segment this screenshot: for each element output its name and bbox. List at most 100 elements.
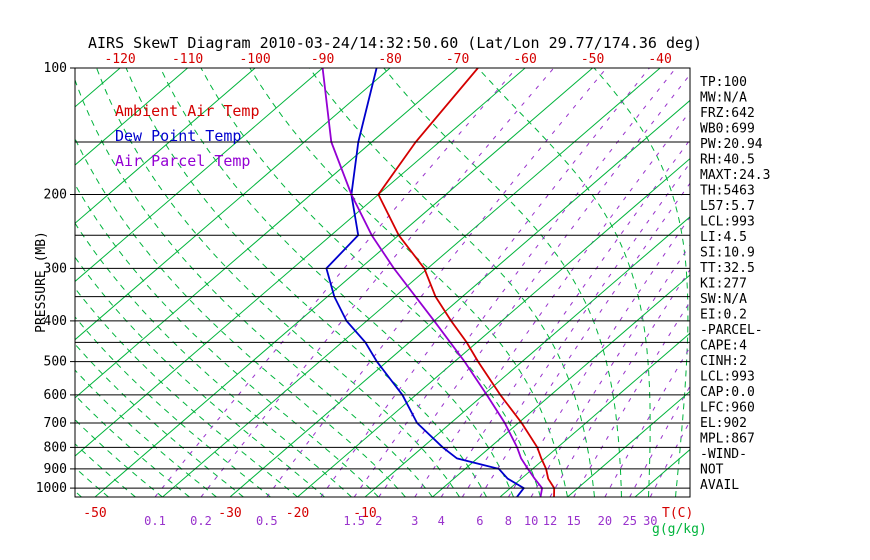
moist-adiabat-line (159, 68, 514, 497)
mixing-ratio-tick-label: 0.2 (190, 514, 212, 528)
stats-line: MPL:867 (700, 432, 755, 447)
stats-line: CINH:2 (700, 354, 747, 369)
stats-line: LFC:960 (700, 401, 755, 416)
mixing-ratio-tick-label: 20 (598, 514, 612, 528)
moist-adiabat-line (96, 68, 460, 497)
pressure-tick-label: 1000 (36, 481, 67, 496)
mixing-ratio-line (414, 110, 690, 497)
moist-adiabat-line (811, 68, 870, 497)
isotherm-line (75, 68, 323, 283)
isotherm-line (499, 332, 690, 497)
stats-line: CAP:0.0 (700, 385, 755, 400)
top-temp-tick-label: -110 (172, 52, 203, 67)
pressure-tick-label: 800 (44, 440, 67, 455)
pressure-tick-label: 300 (44, 261, 67, 276)
isotherm-line (75, 68, 188, 166)
stats-line: RH:40.5 (700, 153, 755, 168)
mixing-ratio-tick-label: 25 (622, 514, 636, 528)
mixing-ratio-tick-label: 8 (505, 514, 512, 528)
mixing-ratio-tick-label: 3 (411, 514, 418, 528)
plot-border (74, 67, 691, 498)
pressure-tick-label: 200 (44, 188, 67, 203)
bottom-temp-tick-label: -20 (286, 506, 309, 521)
moist-adiabat-line (249, 68, 568, 497)
isotherm-line (364, 216, 690, 497)
isotherm-line (75, 68, 458, 399)
moist-adiabat-line (75, 78, 433, 497)
pressure-tick-label: 600 (44, 388, 67, 403)
pressure-tick-label: 400 (44, 314, 67, 329)
mixing-ratio-tick-label: 12 (543, 514, 557, 528)
mixing-ratio-axis-unit-label: g(g/kg) (652, 522, 707, 537)
isotherm-line (75, 68, 391, 341)
plot-lines-layer (0, 68, 870, 497)
top-temp-tick-label: -40 (648, 52, 671, 67)
moist-adiabat-line (75, 256, 325, 497)
isotherm-line (94, 68, 593, 497)
isotherm-line (162, 68, 661, 497)
top-temp-tick-label: -70 (446, 52, 469, 67)
top-temp-tick-label: -80 (378, 52, 401, 67)
pressure-tick-label: 500 (44, 355, 67, 370)
isotherm-line (229, 99, 690, 497)
stats-line: NOT (700, 463, 724, 478)
pressure-tick-label: 900 (44, 462, 67, 477)
isotherm-line (75, 68, 256, 224)
moist-adiabat-line (75, 466, 109, 497)
stats-line: MW:N/A (700, 91, 747, 106)
mixing-ratio-line (649, 420, 690, 497)
moist-adiabat-line (757, 68, 870, 497)
stats-line: EL:902 (700, 416, 747, 431)
moist-adiabat-line (75, 343, 244, 497)
mixing-ratio-line (479, 182, 690, 497)
stats-line: TP:100 (700, 75, 747, 90)
stats-line: LCL:993 (700, 215, 755, 230)
isotherm-line (567, 390, 690, 497)
moist-adiabat-line (477, 68, 651, 497)
stats-line: AVAIL (700, 478, 739, 493)
legend-air-parcel-temp: Air Parcel Temp (115, 152, 250, 170)
mixing-ratio-line (604, 346, 690, 497)
mixing-ratio-line (200, 68, 555, 497)
top-temp-tick-label: -60 (513, 52, 536, 67)
moist-adiabat-line (309, 68, 595, 497)
stats-line: WB0:699 (700, 122, 755, 137)
top-temp-tick-label: -50 (581, 52, 604, 67)
moist-adiabat-line (75, 183, 379, 497)
mixing-ratio-line (629, 385, 690, 497)
isotherm-line (432, 274, 690, 497)
moist-adiabat-line (75, 316, 271, 497)
pressure-tick-label: 100 (44, 61, 67, 76)
mixing-ratio-line (154, 68, 517, 497)
isotherm-line (297, 157, 690, 497)
isotherm-line (75, 68, 526, 457)
stats-line: LI:4.5 (700, 230, 747, 245)
mixing-ratio-line (461, 162, 690, 497)
stats-line: -PARCEL- (700, 323, 763, 338)
temp-axis-unit-label: T(C) (662, 506, 693, 521)
moist-adiabat-line (125, 68, 487, 497)
mixing-ratio-tick-label: 4 (438, 514, 445, 528)
mixing-ratio-tick-label: 1.5 (343, 514, 365, 528)
moist-adiabat-line (200, 68, 541, 497)
stats-line: -WIND- (700, 447, 747, 462)
generated-plot-content: 100 200 300 400 500 600 700 800 900 1000 -120 -110 -… (0, 52, 870, 537)
bottom-temp-tick-label: -50 (83, 506, 106, 521)
moist-adiabat-line (0, 68, 1, 497)
stats-line: LCL:993 (700, 370, 755, 385)
pressure-tick-label: 700 (44, 416, 67, 431)
moist-adiabat-line (75, 369, 217, 497)
moist-adiabat-line (593, 68, 689, 497)
chart-title: AIRS SkewT Diagram 2010-03-24/14:32:50.6… (88, 34, 702, 52)
mixing-ratio-tick-label: 15 (566, 514, 580, 528)
mixing-ratio-tick-label: 0.1 (144, 514, 166, 528)
stats-line: SW:N/A (700, 292, 747, 307)
mixing-ratio-tick-label: 2 (375, 514, 382, 528)
pressure-axis-label: PRESSURE (MB) (34, 231, 49, 333)
stats-line: L57:5.7 (700, 199, 755, 214)
top-temp-tick-label: -100 (239, 52, 270, 67)
stats-line: MAXT:24.3 (700, 168, 770, 183)
mixing-ratio-line (549, 268, 690, 497)
moist-adiabat-line (383, 68, 622, 497)
